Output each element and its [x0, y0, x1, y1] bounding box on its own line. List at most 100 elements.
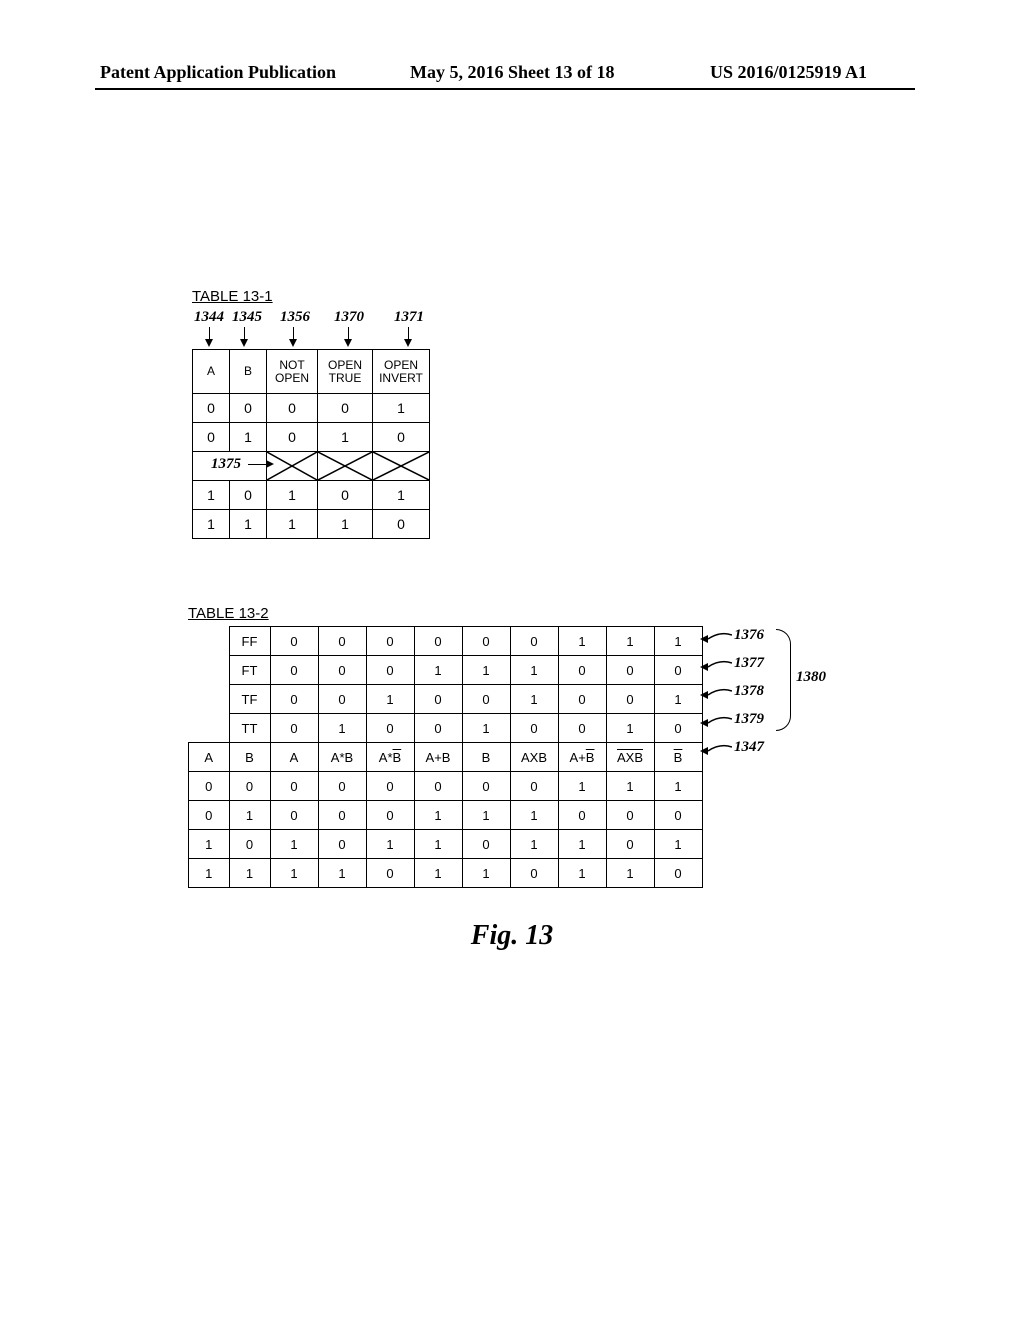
cross-hatch-icon: [318, 452, 372, 480]
cell: 1: [606, 859, 654, 888]
curve-icon: [708, 715, 732, 729]
cell: 0: [462, 627, 510, 656]
table-13-1: TABLE 13-1 1344 1345 1356 1370 1371 A B …: [192, 288, 430, 539]
cell: 1: [462, 656, 510, 685]
hdr-B2: B: [462, 743, 510, 772]
table-13-1-grid: A B NOTOPEN OPENTRUE OPENINVERT 0 0 0 0 …: [192, 349, 430, 539]
curve-icon: [708, 687, 732, 701]
cell: 1: [366, 685, 414, 714]
cell: 1: [193, 481, 230, 510]
cell: 1: [270, 859, 318, 888]
hdr-B: B: [229, 743, 270, 772]
cell: 1: [189, 830, 230, 859]
cross-hatch-icon: [267, 452, 317, 480]
curve-icon: [708, 743, 732, 757]
cell: 1: [318, 510, 373, 539]
cell: 0: [318, 394, 373, 423]
cell: 0: [318, 830, 366, 859]
cell: 0: [606, 801, 654, 830]
blank-cell: [189, 627, 230, 656]
cell: 1: [414, 656, 462, 685]
table-13-2-grid: FF 0 0 0 0 0 0 1 1 1 FT 0 0 0 1 1 1 0: [188, 626, 703, 888]
cell: 0: [373, 423, 430, 452]
figure-caption: Fig. 13: [0, 920, 1024, 952]
cell: 1: [558, 772, 606, 801]
cell: 0: [229, 772, 270, 801]
cell: 0: [414, 772, 462, 801]
blank-cell: [189, 656, 230, 685]
ref-1370: 1370: [334, 309, 364, 326]
cell: 0: [366, 656, 414, 685]
header-left: Patent Application Publication: [100, 62, 336, 83]
hdr-A: A: [193, 350, 230, 394]
header-center: May 5, 2016 Sheet 13 of 18: [410, 62, 614, 83]
cell: 1: [230, 423, 267, 452]
cell: 1: [267, 510, 318, 539]
arrow-down-icon: [205, 339, 213, 347]
cell: 1: [462, 859, 510, 888]
arrow-left-icon: [700, 691, 708, 699]
table-13-2: TABLE 13-2 FF 0 0 0 0 0 0 1 1 1 FT 0 0: [188, 605, 703, 888]
ref-1377: 1377: [734, 655, 764, 672]
cell: 0: [510, 627, 558, 656]
ref-1371: 1371: [394, 309, 424, 326]
cell: 0: [366, 714, 414, 743]
cell: 0: [270, 685, 318, 714]
table-row: 0 0 0 0 0 0 0 0 1 1 1: [189, 772, 703, 801]
cell: 0: [318, 627, 366, 656]
arrow-down-icon: [344, 339, 352, 347]
hdr-open-true: OPENTRUE: [318, 350, 373, 394]
cell: 1: [373, 394, 430, 423]
cell: 0: [318, 772, 366, 801]
cell: 1: [654, 685, 702, 714]
ref-1345: 1345: [232, 309, 262, 326]
cell: 1: [606, 714, 654, 743]
cell: 1: [229, 859, 270, 888]
cell: 1: [462, 801, 510, 830]
cell: 0: [510, 714, 558, 743]
table-13-2-header-row: A B A A*B A*B A+B B AXB A+B AXB B: [189, 743, 703, 772]
cell: 0: [606, 830, 654, 859]
cell: 0: [414, 685, 462, 714]
crossed-row-1375: 1375: [193, 452, 430, 481]
cell: 0: [654, 656, 702, 685]
hdr-AandB: A*B: [318, 743, 366, 772]
cell: 0: [606, 656, 654, 685]
arrow-left-icon: [700, 747, 708, 755]
cell: 0: [654, 801, 702, 830]
cell: 1: [267, 481, 318, 510]
table-row-tt: TT 0 1 0 0 1 0 0 1 0: [189, 714, 703, 743]
brace-icon: [776, 629, 791, 731]
cell: 1: [193, 510, 230, 539]
hdr-notB: B: [654, 743, 702, 772]
cell: 0: [366, 772, 414, 801]
table-row: 0 1 0 1 0: [193, 423, 430, 452]
table-row: 0 0 0 0 1: [193, 394, 430, 423]
ref-1344: 1344: [194, 309, 224, 326]
cell: 1: [558, 627, 606, 656]
cell: 1: [606, 772, 654, 801]
cell: 0: [510, 772, 558, 801]
cell: 1: [229, 801, 270, 830]
ref-1356: 1356: [280, 309, 310, 326]
hdr-AXB: AXB: [510, 743, 558, 772]
cell: 0: [414, 627, 462, 656]
arrow-line: [209, 327, 210, 339]
cell: 0: [189, 801, 230, 830]
cell: 0: [270, 714, 318, 743]
cell: 1: [318, 859, 366, 888]
cell: 1: [230, 510, 267, 539]
cell: 1: [270, 830, 318, 859]
lbl-FF: FF: [229, 627, 270, 656]
ref-1378: 1378: [734, 683, 764, 700]
arrow-line: [244, 327, 245, 339]
cell: 1: [366, 830, 414, 859]
cell: 0: [267, 423, 318, 452]
table-13-1-title: TABLE 13-1: [192, 288, 430, 305]
ref-1379: 1379: [734, 711, 764, 728]
hdr-AorNotB: A+B: [558, 743, 606, 772]
table-row: 0 1 0 0 0 1 1 1 0 0 0: [189, 801, 703, 830]
cell: 0: [373, 510, 430, 539]
header-rule: [95, 88, 915, 90]
arrow-line: [348, 327, 349, 339]
